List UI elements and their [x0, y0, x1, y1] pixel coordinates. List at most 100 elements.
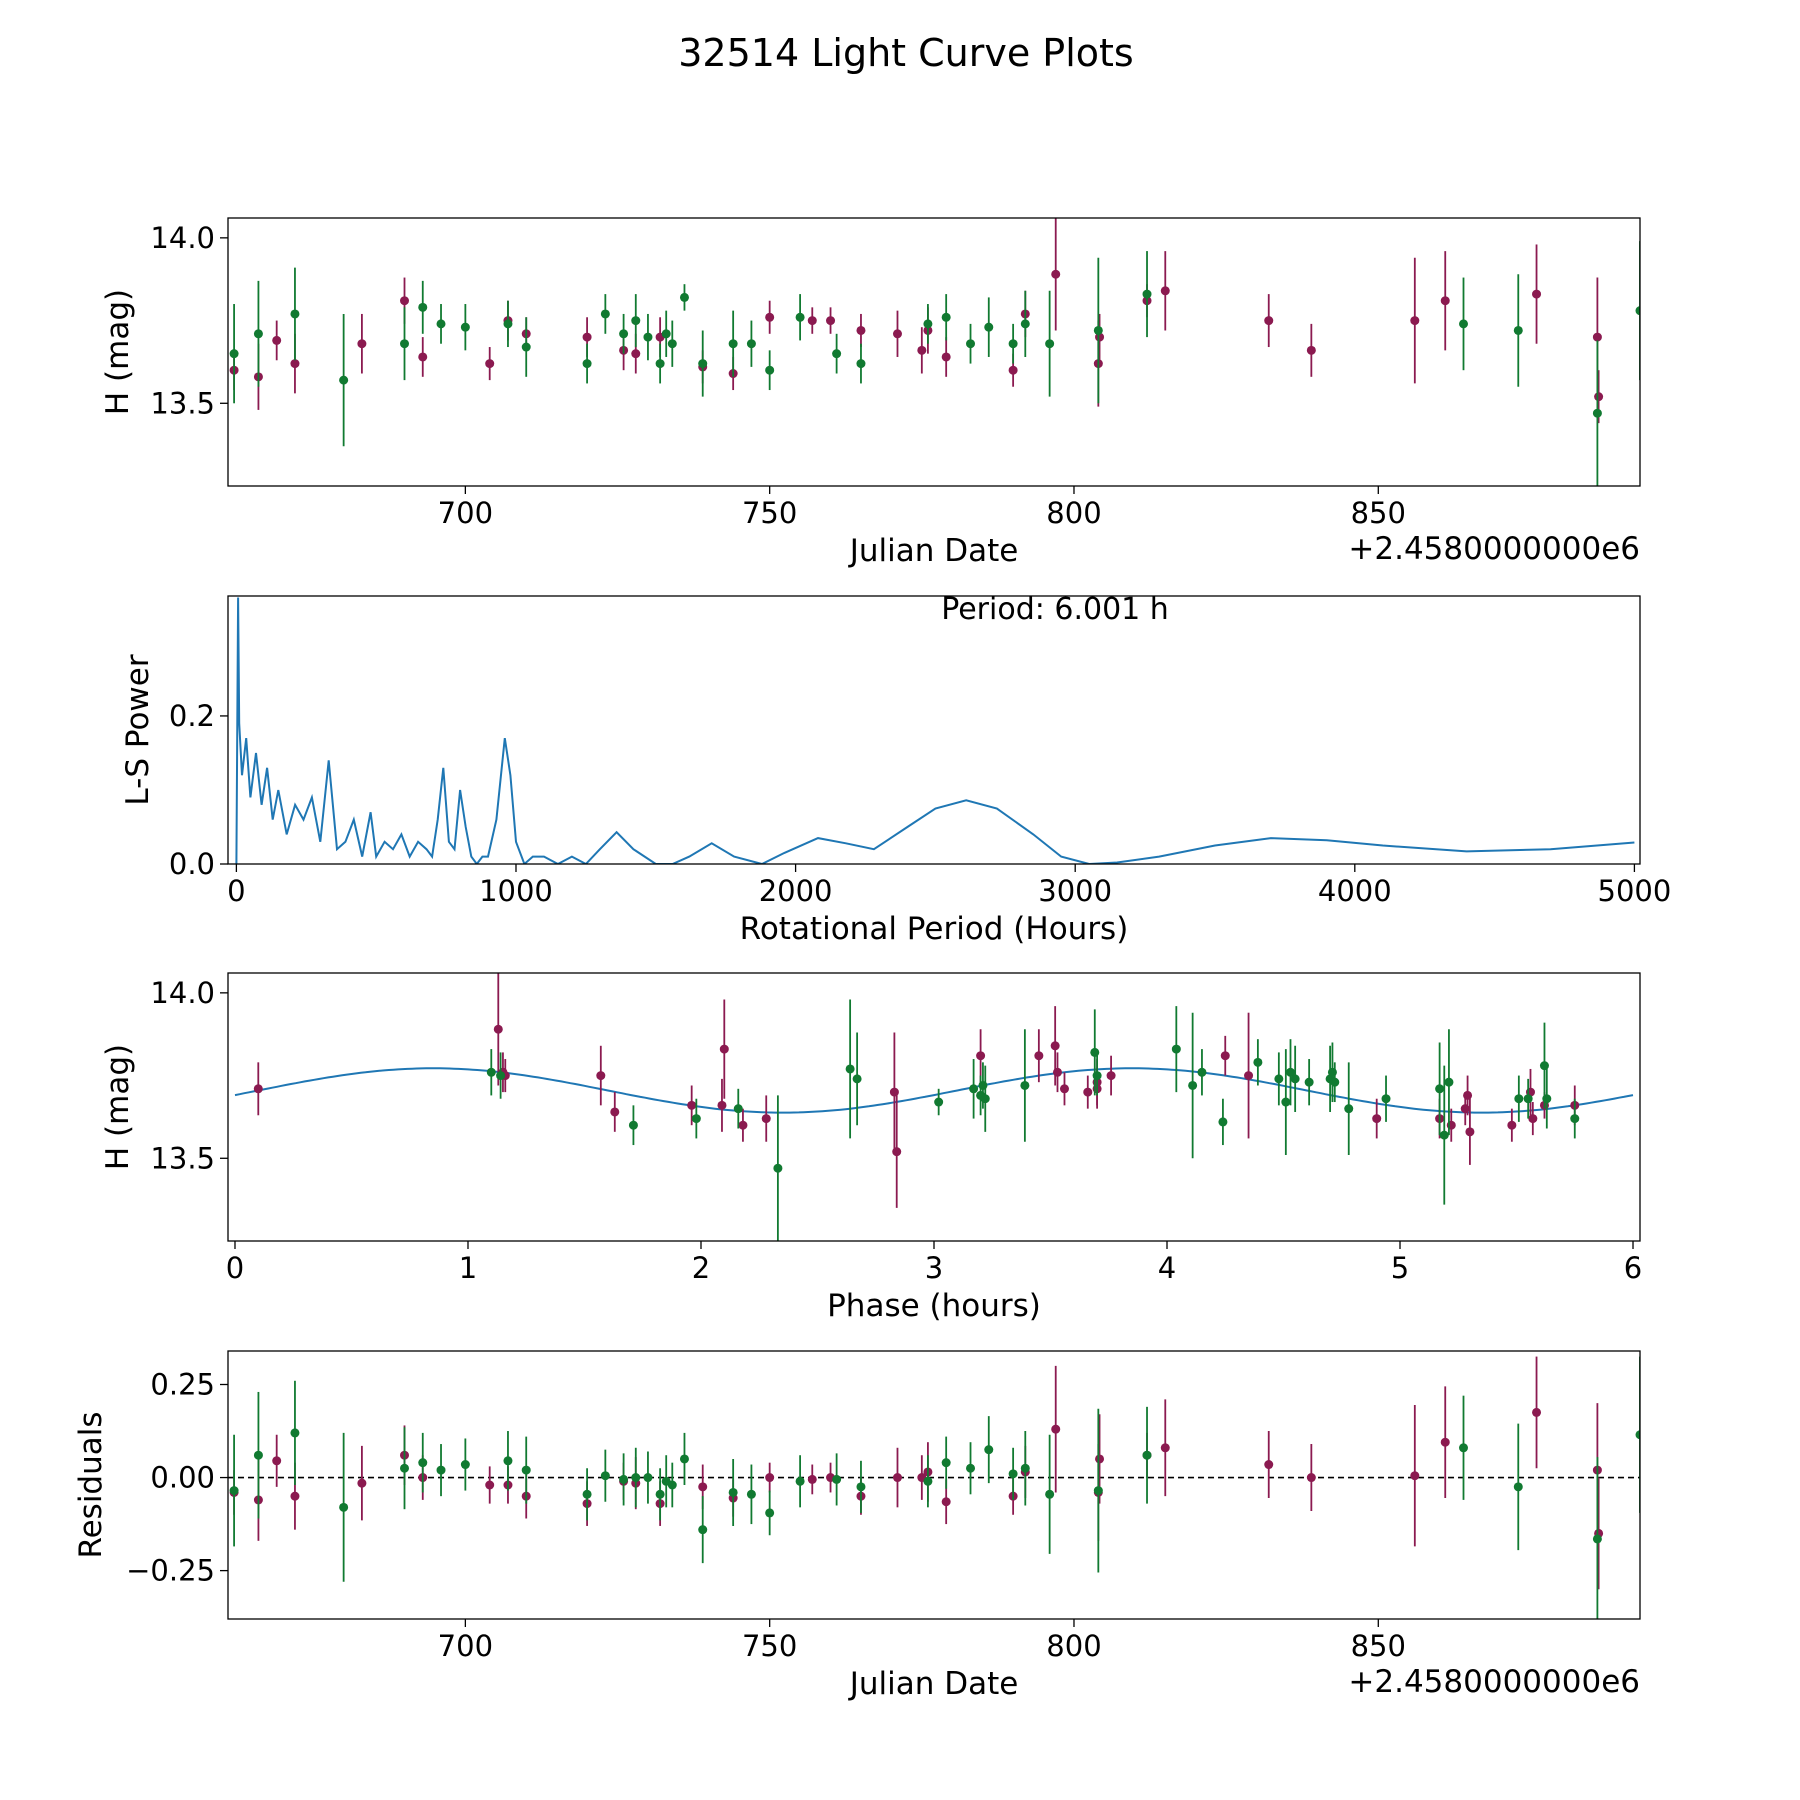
periodogram-xlabel: Rotational Period (Hours) [740, 911, 1129, 947]
resid-green-point [400, 1463, 409, 1473]
resid-green-point [655, 1489, 665, 1499]
filter-magenta-point [826, 316, 836, 326]
periodogram-xtick-label: 1000 [479, 874, 553, 908]
resid-green-point [765, 1508, 775, 1518]
phase-green-point [1304, 1077, 1314, 1087]
phase-green-point [969, 1084, 979, 1094]
filter-magenta-point [1306, 345, 1316, 355]
phase-green-point [1197, 1067, 1207, 1077]
resid-green-point [667, 1480, 677, 1490]
filter-magenta-point [892, 329, 902, 339]
filter-green-point [229, 349, 239, 359]
phase-magenta-point [719, 1044, 729, 1054]
resid-green-point [290, 1428, 300, 1438]
phase-magenta-point [889, 1087, 899, 1097]
resid-green-point [923, 1476, 933, 1486]
periodogram-plot-area [235, 597, 1635, 864]
resid-magenta-point [1532, 1407, 1542, 1417]
phase-green-point [1523, 1094, 1533, 1104]
residuals-panel: 700 750 800 850 −0.25 0.00 0.25 Julian Date Resi… [73, 1350, 1641, 1702]
phase-green-point [1274, 1074, 1284, 1084]
resid-magenta-point [807, 1474, 817, 1484]
filter-magenta-point [1592, 332, 1602, 342]
resid-green-point [1592, 1534, 1602, 1544]
phase-xtick-label: 4 [1158, 1251, 1176, 1285]
phase-green-point [980, 1094, 990, 1104]
phase-xtick-label: 0 [226, 1251, 244, 1285]
filter-green-point [765, 365, 775, 375]
filter-green-point [619, 329, 629, 339]
phase-green-point [733, 1104, 743, 1114]
phase-green-point [1218, 1117, 1228, 1127]
resid-green-point [600, 1471, 610, 1481]
filter-magenta-point [485, 359, 495, 369]
phase-xtick-label: 1 [459, 1251, 477, 1285]
filter-green-point [436, 319, 446, 329]
filter-green-point [643, 332, 653, 342]
periodogram-xtick-label: 0 [227, 874, 245, 908]
period-annotation: Period: 6.001 h [941, 592, 1169, 627]
filter-magenta-point [1410, 316, 1420, 326]
resid-magenta-point [765, 1473, 775, 1483]
periodogram-ylabel: L-S Power [120, 654, 156, 805]
phase-green-point [1542, 1094, 1552, 1104]
lightcurve-xtick-label: 800 [1046, 496, 1101, 530]
filter-green-point [1459, 319, 1468, 329]
resid-magenta-point [485, 1480, 495, 1490]
phase-magenta-point [596, 1071, 606, 1081]
resid-magenta-point [1306, 1473, 1316, 1483]
phase-green-point [1090, 1047, 1100, 1057]
filter-green-point [253, 329, 263, 339]
resid-green-point [1635, 1430, 1640, 1440]
residuals-ytick-label: 0.00 [150, 1461, 215, 1495]
phase-green-point [1539, 1061, 1549, 1071]
resid-magenta-point [892, 1473, 902, 1483]
filter-green-point [521, 342, 531, 352]
resid-green-point [1459, 1443, 1468, 1453]
phase-xtick-label: 6 [1624, 1251, 1642, 1285]
filter-green-point [655, 359, 665, 369]
resid-green-point [966, 1463, 976, 1473]
resid-green-point [503, 1456, 513, 1466]
phase-magenta-point [1083, 1087, 1093, 1097]
filter-magenta-point [418, 352, 428, 362]
phase-magenta-point [976, 1051, 986, 1061]
filter-magenta-point [631, 349, 641, 359]
phase-green-point [1188, 1080, 1198, 1090]
lightcurve-panel: 700 750 800 850 13.5 14.0 Julian Date H (mag) +2… [100, 217, 1641, 569]
residuals-xtick-label: 750 [742, 1629, 797, 1663]
resid-green-point [631, 1473, 641, 1483]
resid-green-point [984, 1445, 994, 1455]
phase-panel: 0 1 2 3 4 5 6 13.5 14.0 Phase (hours) H (mag) [100, 972, 1642, 1324]
resid-magenta-point [1160, 1443, 1170, 1453]
phase-green-point [1092, 1071, 1102, 1081]
resid-magenta-point [1095, 1454, 1105, 1464]
residuals-xoffset-label: +2.4580000000e6 [1348, 1664, 1640, 1700]
residuals-xlabel: Julian Date [848, 1666, 1019, 1702]
resid-magenta-point [290, 1491, 300, 1501]
lightcurve-xlabel: Julian Date [848, 533, 1019, 569]
residuals-ytick-label: 0.25 [150, 1368, 215, 1402]
filter-green-point [400, 339, 409, 349]
filter-green-point [795, 312, 805, 322]
resid-green-point [698, 1525, 708, 1535]
periodogram-xtick-label: 5000 [1598, 874, 1672, 908]
phase-green-point [852, 1074, 862, 1084]
filter-green-point [667, 339, 677, 349]
filter-green-point [1045, 339, 1055, 349]
ls-power-line [235, 597, 1635, 864]
resid-green-point [856, 1482, 866, 1492]
phase-xlabel: Phase (hours) [827, 1288, 1041, 1324]
filter-green-point [1008, 339, 1018, 349]
resid-green-point [1093, 1486, 1103, 1496]
resid-green-point [679, 1454, 689, 1464]
phase-green-point [1344, 1104, 1354, 1114]
filter-green-point [339, 375, 349, 385]
resid-magenta-point [357, 1478, 367, 1488]
phase-ylabel: H (mag) [100, 1044, 136, 1170]
filter-green-point [746, 339, 756, 349]
filter-green-point [1020, 319, 1030, 329]
residuals-ylabel: Residuals [73, 1411, 109, 1558]
phase-green-point [1285, 1067, 1295, 1077]
lightcurve-plot-area [229, 218, 1640, 486]
